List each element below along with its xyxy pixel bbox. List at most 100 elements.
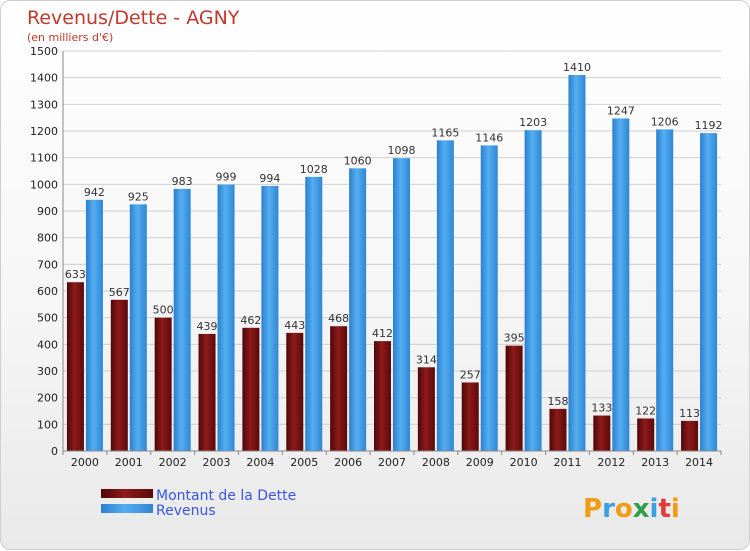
x-tick-label: 2014 [685,456,713,469]
bar-dette [286,332,304,451]
y-tick-label: 0 [51,445,58,458]
value-label-revenus: 1247 [607,104,635,117]
x-tick-label: 2010 [510,456,538,469]
bar-revenus [261,185,279,451]
bar-revenus [480,145,498,451]
value-label-revenus: 1028 [300,163,328,176]
value-label-dette: 257 [460,368,481,381]
value-label-dette: 443 [284,319,305,332]
value-label-dette: 133 [591,402,612,415]
x-tick-label: 2001 [115,456,143,469]
bar-revenus [129,204,147,451]
value-label-revenus: 1060 [344,154,372,167]
bar-dette [637,418,655,451]
y-tick-label: 700 [37,258,58,271]
x-tick-label: 2004 [246,456,274,469]
bar-dette [154,317,172,451]
x-tick-label: 2013 [641,456,669,469]
bar-dette [374,341,391,451]
y-tick-label: 900 [37,205,58,218]
value-label-dette: 158 [547,395,568,408]
bar-dette [198,333,216,451]
bar-dette [505,345,523,451]
value-label-revenus: 1410 [563,61,591,74]
x-tick-label: 2005 [290,456,318,469]
value-label-dette: 412 [372,327,393,340]
bar-revenus [524,130,542,451]
y-tick-label: 1200 [30,125,58,138]
value-label-revenus: 1203 [519,116,547,129]
y-tick-label: 100 [37,418,58,431]
bar-dette [242,327,260,451]
bar-revenus [612,118,630,451]
bar-revenus [700,133,718,451]
chart-title: Revenus/Dette - AGNY [27,7,240,29]
value-label-revenus: 1165 [431,126,459,139]
proxiti-logo: Proxiti [583,494,680,524]
legend: Montant de la Dette Revenus [101,488,296,519]
x-tick-label: 2012 [597,456,625,469]
chart-subtitle: (en milliers d'€) [27,31,113,44]
x-axis: 2000 2001 2002 2003 2004 2005 2006 2007 2008 2009… [62,450,722,469]
y-tick-label: 1300 [30,98,58,111]
value-label-dette: 500 [153,304,174,317]
y-tick-label: 200 [37,392,58,405]
value-label-revenus: 1098 [388,144,416,157]
x-tick-label: 2007 [378,456,406,469]
bar-revenus [85,199,103,451]
y-tick-label: 1400 [30,72,58,85]
value-label-dette: 633 [65,268,86,281]
legend-swatch-debt [101,489,153,498]
y-tick-label: 1000 [30,178,58,191]
value-label-dette: 439 [197,320,218,333]
x-tick-label: 2002 [159,456,187,469]
bar-revenus [393,158,410,451]
value-label-dette: 395 [504,332,525,345]
legend-label-revenus: Revenus [156,503,216,519]
bar-revenus [217,184,235,451]
y-tick-label: 800 [37,232,58,245]
bar-dette [461,382,479,451]
x-tick-label: 2003 [203,456,231,469]
value-label-revenus: 999 [216,171,237,184]
bar-dette [417,367,435,451]
y-axis: 0 100 200 300 400 500 600 700 800 900 1000 1100 1200… [30,45,64,458]
bar-revenus [349,168,367,452]
bar-revenus [656,129,674,451]
bar-revenus [436,140,454,452]
value-label-dette: 468 [328,312,349,325]
gridlines [63,50,721,452]
value-label-dette: 462 [240,314,261,327]
y-tick-label: 300 [37,365,58,378]
bar-dette [593,415,611,451]
value-label-revenus: 925 [128,190,149,203]
value-label-dette: 567 [109,286,130,299]
value-label-revenus: 983 [172,175,193,188]
x-tick-label: 2009 [466,456,494,469]
y-tick-label: 500 [37,312,58,325]
value-label-revenus: 942 [84,186,105,199]
bar-dette [681,420,699,451]
logo-text: Proxiti [583,494,680,524]
bar-revenus [568,75,586,451]
bar-dette [330,326,348,451]
value-label-dette: 314 [416,353,437,366]
legend-swatch-revenus [101,504,153,513]
value-label-dette: 113 [679,407,700,420]
bar-revenus [305,176,323,451]
bar-dette [110,299,128,451]
value-label-revenus: 1206 [651,115,679,128]
x-tick-label: 2006 [334,456,362,469]
y-tick-label: 1500 [30,45,58,58]
legend-label-debt: Montant de la Dette [156,488,296,504]
y-tick-label: 1100 [30,152,58,165]
x-tick-label: 2008 [422,456,450,469]
y-tick-label: 600 [37,285,58,298]
value-label-revenus: 1192 [695,119,723,132]
x-tick-label: 2011 [553,456,581,469]
bar-dette [549,408,567,451]
bar-revenus [173,188,191,451]
value-label-revenus: 1146 [475,131,503,144]
